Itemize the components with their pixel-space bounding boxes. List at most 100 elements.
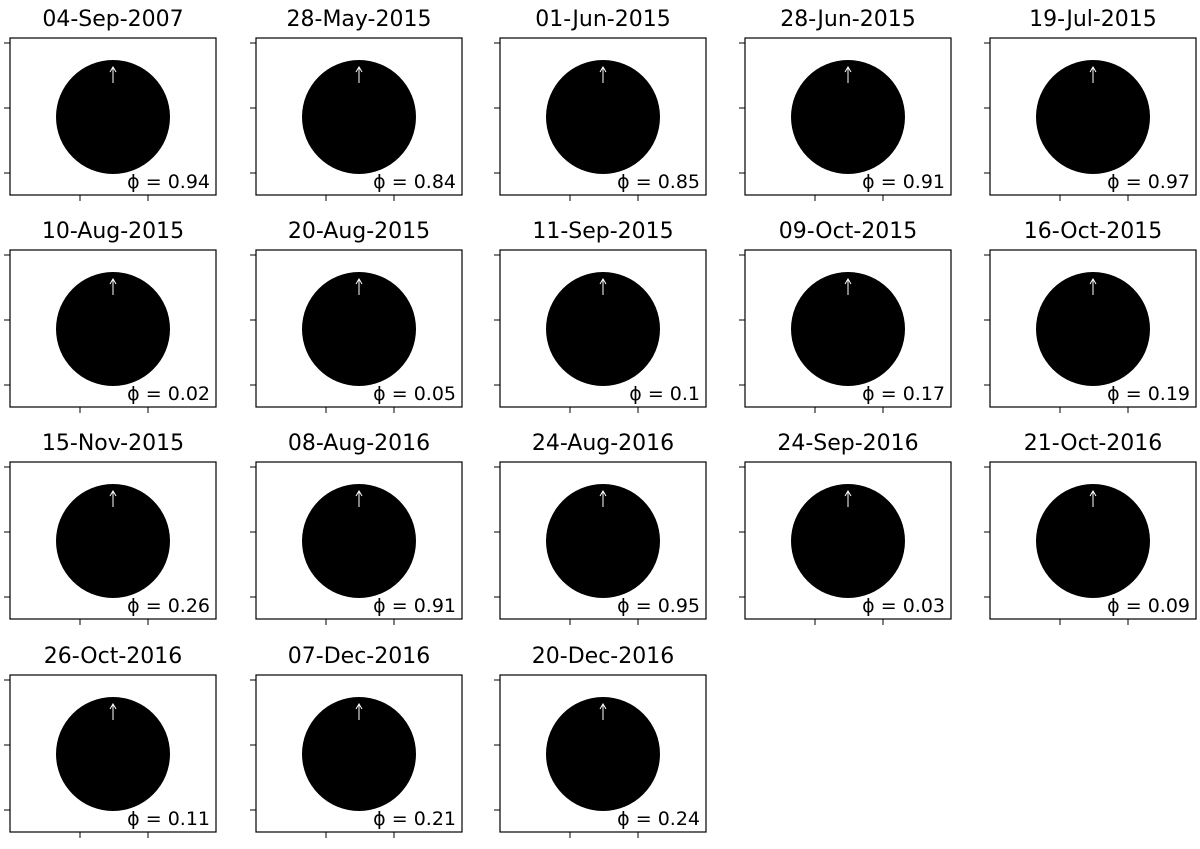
- phase-label: ϕ = 0.84: [373, 171, 456, 193]
- panel-frame: [989, 461, 1197, 620]
- star-disk: [56, 697, 170, 811]
- panel-frame: [499, 461, 707, 620]
- panel-frame: [744, 461, 952, 620]
- phase-label: ϕ = 0.24: [617, 808, 700, 830]
- north-arrow-head: [599, 490, 607, 497]
- north-arrow-head: [355, 278, 363, 285]
- star-disk: [56, 272, 170, 386]
- panel-title: 04-Sep-2007: [42, 7, 183, 32]
- phase-label: ϕ = 0.02: [127, 383, 210, 405]
- panel-frame: [744, 37, 952, 196]
- star-disk: [302, 484, 416, 598]
- panel: 24-Aug-2016 ϕ = 0.95: [494, 431, 707, 625]
- panel-frame: [989, 249, 1197, 408]
- panel-frame: [499, 37, 707, 196]
- star-disk: [791, 60, 905, 174]
- north-arrow-head: [109, 278, 117, 285]
- panel-title: 26-Oct-2016: [44, 644, 183, 669]
- north-arrow-head: [355, 490, 363, 497]
- panel: 26-Oct-2016 ϕ = 0.11: [4, 644, 217, 838]
- panel-frame: [499, 249, 707, 408]
- north-arrow-head: [1089, 66, 1097, 73]
- phase-label: ϕ = 0.03: [862, 595, 945, 617]
- panel-title: 01-Jun-2015: [535, 7, 670, 32]
- panel-title: 24-Sep-2016: [777, 431, 918, 456]
- panel: 28-Jun-2015 ϕ = 0.91: [739, 7, 952, 201]
- panel: 01-Jun-2015 ϕ = 0.85: [494, 7, 707, 201]
- panel: 11-Sep-2015 ϕ = 0.1: [494, 219, 707, 413]
- panel: 08-Aug-2016 ϕ = 0.91: [250, 431, 463, 625]
- north-arrow-head: [109, 490, 117, 497]
- star-disk: [302, 272, 416, 386]
- north-arrow-head: [599, 278, 607, 285]
- star-disk: [791, 484, 905, 598]
- north-arrow-head: [599, 703, 607, 710]
- phase-label: ϕ = 0.09: [1107, 595, 1190, 617]
- phase-label: ϕ = 0.91: [373, 595, 456, 617]
- north-arrow-head: [844, 66, 852, 73]
- star-disk: [546, 484, 660, 598]
- star-disk: [1036, 484, 1150, 598]
- panel-title: 20-Dec-2016: [532, 644, 674, 669]
- star-disk: [302, 697, 416, 811]
- panel: 09-Oct-2015 ϕ = 0.17: [739, 219, 952, 413]
- panel-frame: [9, 674, 217, 833]
- star-disk: [56, 60, 170, 174]
- panel-title: 08-Aug-2016: [288, 431, 430, 456]
- panel-frame: [255, 249, 463, 408]
- panel-title: 16-Oct-2015: [1024, 219, 1163, 244]
- panel: 07-Dec-2016 ϕ = 0.21: [250, 644, 463, 838]
- panel-frame: [255, 674, 463, 833]
- phase-label: ϕ = 0.11: [127, 808, 210, 830]
- phase-label: ϕ = 0.21: [373, 808, 456, 830]
- north-arrow-head: [355, 703, 363, 710]
- panel: 04-Sep-2007 ϕ = 0.94: [4, 7, 217, 201]
- north-arrow-head: [1089, 278, 1097, 285]
- panel-title: 21-Oct-2016: [1024, 431, 1163, 456]
- north-arrow-head: [844, 278, 852, 285]
- panel: 19-Jul-2015 ϕ = 0.97: [984, 7, 1197, 201]
- panel-frame: [744, 249, 952, 408]
- panel-frame: [255, 461, 463, 620]
- star-disk: [302, 60, 416, 174]
- north-arrow-head: [109, 66, 117, 73]
- panel-title: 24-Aug-2016: [532, 431, 674, 456]
- phase-label: ϕ = 0.91: [862, 171, 945, 193]
- phase-label: ϕ = 0.19: [1107, 383, 1190, 405]
- panel: 10-Aug-2015 ϕ = 0.02: [4, 219, 217, 413]
- panel-title: 15-Nov-2015: [42, 431, 184, 456]
- phase-label: ϕ = 0.1: [629, 383, 700, 405]
- star-disk: [546, 272, 660, 386]
- phase-label: ϕ = 0.05: [373, 383, 456, 405]
- north-arrow-head: [1089, 490, 1097, 497]
- phase-label: ϕ = 0.17: [862, 383, 945, 405]
- panel: 28-May-2015 ϕ = 0.84: [250, 7, 463, 201]
- star-disk: [546, 60, 660, 174]
- panel-title: 28-May-2015: [287, 7, 432, 32]
- panel-frame: [255, 37, 463, 196]
- panel-title: 28-Jun-2015: [780, 7, 915, 32]
- star-disk: [56, 484, 170, 598]
- panel: 20-Aug-2015 ϕ = 0.05: [250, 219, 463, 413]
- panel-frame: [989, 37, 1197, 196]
- north-arrow-head: [109, 703, 117, 710]
- star-disk: [1036, 60, 1150, 174]
- north-arrow-head: [599, 66, 607, 73]
- panel: 24-Sep-2016 ϕ = 0.03: [739, 431, 952, 625]
- star-disk: [1036, 272, 1150, 386]
- star-disk: [791, 272, 905, 386]
- panel: 21-Oct-2016 ϕ = 0.09: [984, 431, 1197, 625]
- panel: 16-Oct-2015 ϕ = 0.19: [984, 219, 1197, 413]
- panel: 15-Nov-2015 ϕ = 0.26: [4, 431, 217, 625]
- panel: 20-Dec-2016 ϕ = 0.24: [494, 644, 707, 838]
- panel-frame: [9, 461, 217, 620]
- panel-title: 09-Oct-2015: [779, 219, 918, 244]
- panel-title: 20-Aug-2015: [288, 219, 430, 244]
- panel-frame: [499, 674, 707, 833]
- phase-label: ϕ = 0.94: [127, 171, 210, 193]
- panel-title: 07-Dec-2016: [288, 644, 430, 669]
- phase-label: ϕ = 0.97: [1107, 171, 1190, 193]
- panel-title: 10-Aug-2015: [42, 219, 184, 244]
